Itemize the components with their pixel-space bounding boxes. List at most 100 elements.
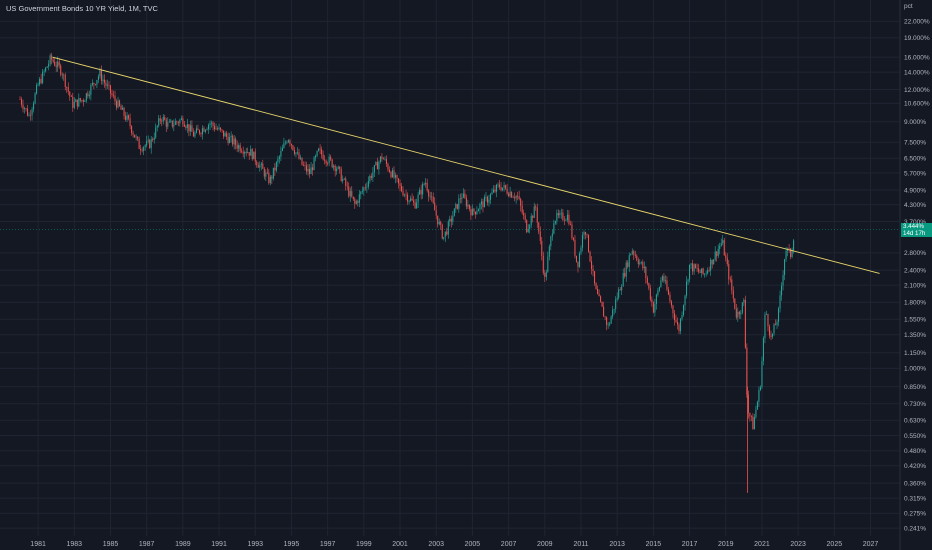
candle (468, 204, 470, 212)
y-tick-label: 2.800% (904, 250, 926, 257)
candle (302, 161, 305, 167)
candle-body (471, 208, 473, 216)
candle (560, 208, 562, 219)
candle-body (87, 93, 89, 97)
candle (278, 155, 280, 164)
price-axis[interactable]: 22.000% 19.000% 16.000% 14.000% 12.000% 10.60… (904, 19, 930, 533)
candle (704, 273, 706, 278)
candle-body (681, 314, 683, 319)
candle (284, 140, 286, 146)
candle-body (268, 172, 270, 184)
candle-body (248, 152, 250, 156)
x-tick-label: 1993 (247, 541, 263, 548)
candle (345, 176, 347, 191)
candle (103, 74, 105, 88)
candle-body (284, 142, 286, 144)
candle-body (354, 199, 356, 204)
candle-body (241, 151, 243, 152)
candle (740, 310, 742, 320)
candle (616, 292, 618, 302)
time-axis[interactable]: 1981 1983 1985 1987 1989 1991 1993 1995 1997 1999… (30, 541, 878, 548)
candle-body (606, 317, 608, 325)
candle-body (443, 237, 445, 239)
candle-body (435, 210, 437, 216)
x-tick-label: 2023 (790, 541, 806, 548)
candle-body (215, 128, 217, 130)
candle (737, 307, 739, 322)
candle-body (330, 156, 332, 160)
candle (648, 282, 650, 291)
candle (693, 263, 695, 275)
candle-body (581, 235, 584, 248)
candle (119, 99, 121, 108)
candle (100, 65, 102, 85)
candle (624, 267, 626, 279)
candle (731, 275, 733, 295)
candle (505, 184, 507, 191)
candle-body (315, 155, 317, 158)
candle-body (174, 121, 176, 125)
axis-unit: pct (904, 3, 913, 10)
candle-body (73, 101, 75, 108)
candle-body (293, 149, 295, 154)
candle-body (732, 290, 734, 299)
candle (336, 166, 338, 175)
candle-body (618, 289, 620, 298)
candle (397, 178, 400, 189)
candle-body (518, 196, 520, 199)
candle (669, 291, 671, 304)
candle (186, 118, 188, 133)
candle-body (105, 82, 107, 86)
candle (366, 182, 368, 193)
candle-body (230, 135, 232, 138)
candle-body (177, 122, 179, 124)
candle-body (369, 175, 371, 181)
candle (600, 295, 602, 303)
candle-body (417, 194, 419, 203)
candle-body (784, 259, 786, 276)
candle (334, 164, 336, 177)
candle-body (759, 387, 761, 390)
candle (290, 143, 292, 150)
candle (518, 190, 520, 201)
candle-body (673, 313, 676, 321)
candle-body (654, 303, 656, 313)
candle-body (218, 127, 220, 130)
candle (135, 134, 137, 141)
candle (43, 69, 45, 77)
candle (25, 107, 27, 112)
candle (289, 138, 291, 147)
candle-body (176, 121, 178, 123)
candle-body (515, 195, 517, 199)
candle (242, 146, 244, 158)
candle (271, 175, 273, 184)
candle-body (153, 137, 155, 141)
candle-body (55, 65, 57, 67)
candle (580, 245, 582, 256)
candle-body (281, 147, 283, 152)
candle (46, 66, 48, 68)
candle-body (770, 335, 772, 337)
y-tick-label: 0.550% (904, 433, 926, 440)
candle (652, 301, 654, 314)
candle (70, 94, 72, 97)
candle (58, 58, 60, 69)
candle (538, 221, 540, 235)
candle (170, 118, 172, 123)
candle-body (414, 202, 416, 209)
candle (684, 294, 686, 311)
candle (729, 276, 731, 283)
candle-body (660, 280, 662, 288)
candle (633, 249, 635, 260)
candle (390, 170, 392, 179)
candle (79, 97, 81, 103)
candle (575, 255, 577, 263)
candle (37, 82, 39, 87)
candle (781, 282, 783, 301)
candle-body (115, 101, 118, 108)
candle-body (554, 221, 556, 224)
trendline[interactable] (52, 56, 880, 274)
candle-body (426, 182, 428, 191)
candle (791, 247, 793, 259)
